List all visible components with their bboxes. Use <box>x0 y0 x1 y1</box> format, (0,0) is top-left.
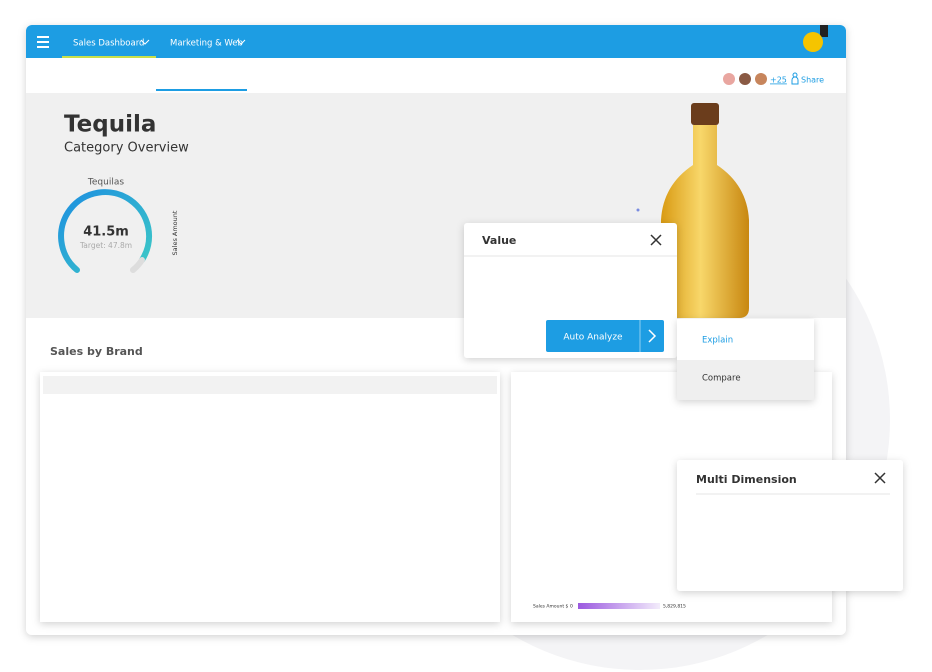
share[interactable]: Share <box>801 76 824 85</box>
nav-active <box>62 56 156 58</box>
popup-title: Multi Dimension <box>696 473 797 486</box>
gauge-track <box>130 257 145 273</box>
avatar <box>723 73 735 85</box>
menu-hover <box>677 360 814 400</box>
y-axis-label: Sales Amount <box>171 210 179 255</box>
legend-label: Sales Amount $ <box>533 604 569 610</box>
menu-item[interactable]: Compare <box>702 374 741 384</box>
share-icon <box>791 72 799 85</box>
tab-active <box>156 89 247 91</box>
nav-item[interactable]: Sales Dashboard <box>73 39 144 49</box>
logo <box>803 32 823 52</box>
nav-item[interactable]: Marketing & Web <box>170 39 243 49</box>
logo-mark <box>820 25 828 37</box>
button-label[interactable]: Auto Analyze <box>563 333 623 343</box>
close[interactable] <box>650 234 662 246</box>
section-title: Sales by Brand <box>50 345 143 358</box>
page-subtitle: Category Overview <box>64 141 189 156</box>
popup-title: Value <box>482 234 516 247</box>
menu-item[interactable]: Explain <box>702 336 733 346</box>
chevron <box>236 39 246 45</box>
legend-min: 0 <box>570 604 573 610</box>
multi-popup <box>677 460 903 591</box>
legend-max: 5,829,815 <box>663 604 686 610</box>
gauge-target: Target: 47.8m <box>79 241 132 250</box>
gauge-value: 41.5m <box>83 225 129 240</box>
gauge-label: Tequilas <box>87 178 124 188</box>
chevron <box>648 329 657 343</box>
nav-bar <box>26 25 846 58</box>
menu-icon[interactable] <box>37 36 49 48</box>
avatar <box>755 73 767 85</box>
table-header <box>43 376 497 394</box>
more-users[interactable]: +25 <box>770 76 787 85</box>
auto-analyze[interactable] <box>546 320 664 352</box>
table-panel <box>40 372 500 622</box>
page-title: Tequila <box>64 112 156 138</box>
avatar <box>739 73 751 85</box>
dot <box>636 208 640 212</box>
close[interactable] <box>874 472 886 484</box>
bottle <box>661 103 749 318</box>
gauge-arc <box>58 189 153 273</box>
legend-bar <box>578 603 660 609</box>
chevron <box>140 39 150 45</box>
